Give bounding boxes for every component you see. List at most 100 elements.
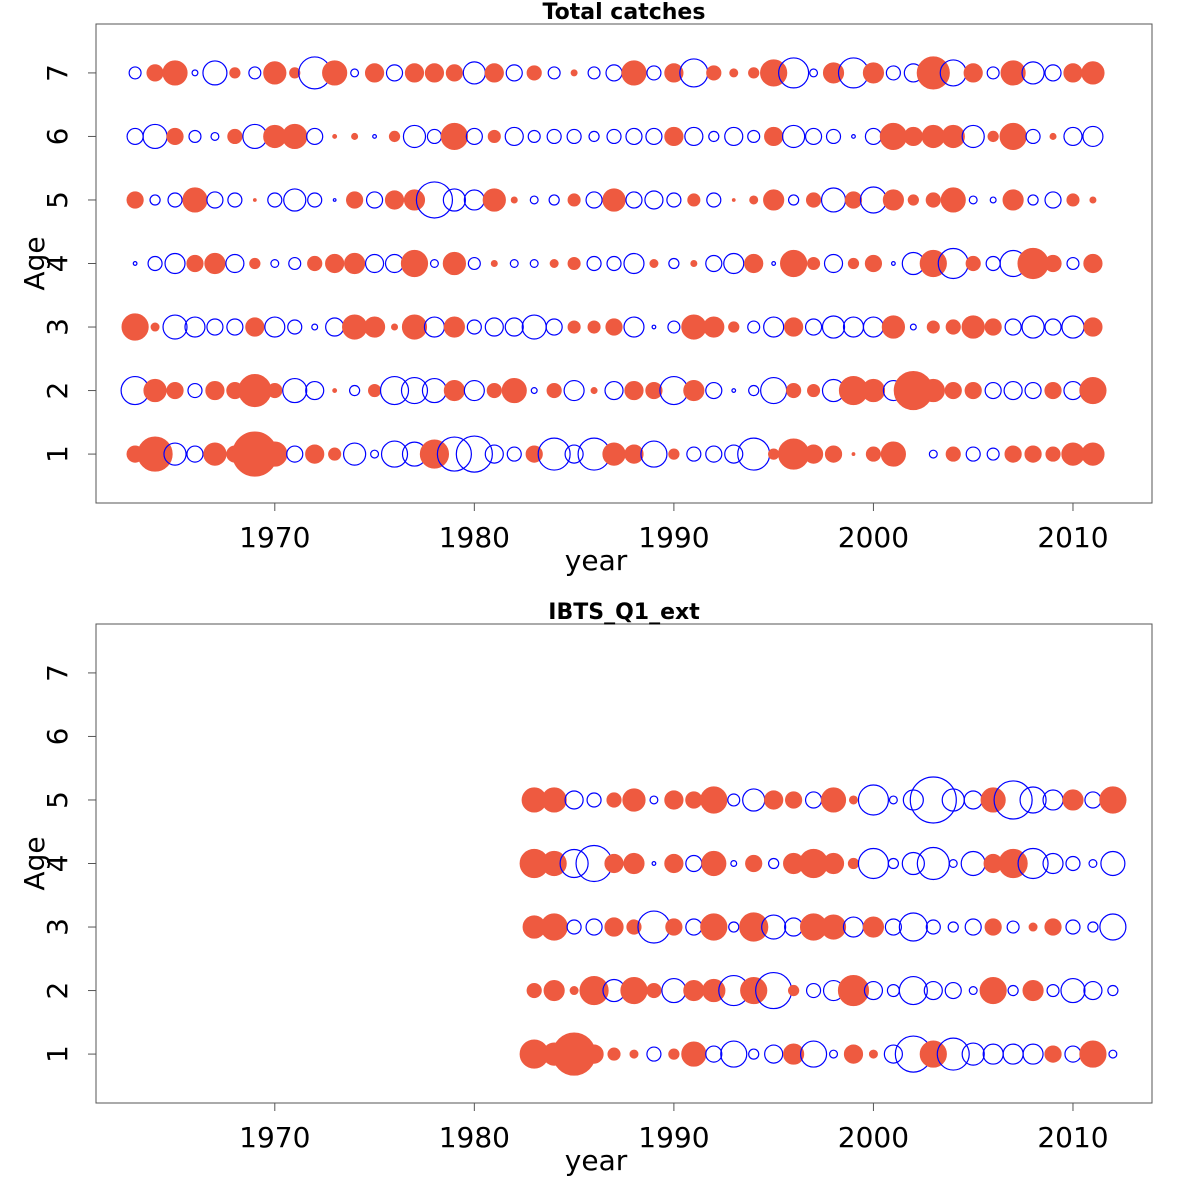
bubble	[1017, 847, 1049, 880]
bubble	[621, 60, 647, 86]
bubble	[629, 1049, 639, 1059]
bubble	[961, 1042, 985, 1066]
x-tick-label: 1990	[638, 1121, 709, 1154]
bubble	[530, 387, 538, 395]
bubble	[286, 445, 304, 463]
y-tick-label: 2	[41, 982, 74, 1000]
bubble	[964, 381, 982, 400]
bubble	[529, 259, 539, 269]
bubble	[666, 192, 682, 208]
bubble	[679, 58, 709, 88]
bubble	[210, 131, 220, 141]
y-tick-label: 6	[41, 728, 74, 746]
bubble	[771, 261, 777, 266]
bubble	[455, 435, 493, 473]
bubble	[569, 986, 579, 996]
bubble	[529, 195, 539, 205]
bubble	[664, 790, 684, 810]
bubble	[701, 850, 727, 877]
bubble	[585, 191, 603, 209]
bubble	[724, 126, 744, 147]
bubble	[590, 387, 598, 395]
bubble	[283, 188, 307, 212]
bubble	[941, 124, 965, 149]
bubble	[328, 447, 342, 461]
bubble	[778, 57, 810, 89]
bubble	[587, 320, 601, 334]
bubble	[1084, 791, 1102, 809]
bubble	[763, 189, 785, 211]
bubble	[442, 188, 467, 212]
bubble	[700, 913, 728, 941]
bubble	[668, 257, 680, 270]
bubble	[763, 316, 785, 338]
bubble	[184, 316, 206, 338]
bubble	[132, 261, 138, 266]
bubble	[229, 67, 241, 79]
bubble	[882, 189, 904, 211]
bubble	[646, 1046, 662, 1062]
bubble	[289, 67, 301, 79]
bubble	[245, 317, 265, 337]
bubble	[602, 442, 626, 466]
bubble	[723, 252, 745, 275]
bubble	[540, 913, 568, 941]
bubble	[724, 444, 744, 464]
bubble	[690, 259, 698, 268]
bubble	[820, 914, 847, 940]
bubble	[248, 66, 262, 80]
bubble	[1007, 984, 1019, 997]
x-tick-label: 2000	[838, 521, 909, 554]
chart-title: Total catches	[543, 0, 706, 25]
bubble	[423, 316, 446, 338]
bubble	[1061, 315, 1085, 339]
bubble	[564, 444, 584, 464]
bubble	[605, 318, 623, 336]
y-tick-label: 1	[41, 445, 74, 463]
bubble	[681, 314, 707, 340]
y-tick-label: 7	[41, 64, 74, 82]
bubble	[606, 255, 622, 272]
bubble	[537, 437, 571, 471]
bubble	[842, 916, 865, 938]
bubble	[720, 1040, 748, 1068]
bubble	[1002, 1043, 1024, 1065]
bubble	[844, 191, 863, 209]
bubble	[287, 319, 303, 335]
x-tick-label: 1990	[638, 521, 709, 554]
bubble	[126, 191, 144, 209]
bubble	[919, 1040, 947, 1068]
bubble	[857, 847, 890, 880]
bubble	[546, 128, 562, 145]
bubble	[847, 857, 860, 870]
bubble	[787, 984, 800, 997]
bubble	[1044, 1045, 1062, 1063]
bubble	[948, 858, 958, 868]
bubble	[225, 253, 245, 274]
bubble	[885, 65, 901, 81]
bubble	[1063, 63, 1083, 83]
bubble	[384, 253, 405, 274]
bubble	[804, 791, 823, 809]
bubble	[864, 127, 883, 146]
bubble	[890, 261, 896, 266]
bubble	[888, 795, 898, 805]
bubble	[227, 128, 243, 145]
bubble	[909, 323, 917, 331]
bubble	[803, 444, 824, 464]
bubble	[980, 787, 1006, 813]
bubble	[898, 975, 928, 1006]
bubble	[490, 259, 498, 268]
bubble	[925, 192, 941, 208]
y-tick-label: 1	[41, 1045, 74, 1063]
bubble	[584, 1044, 604, 1064]
bubble	[868, 1049, 878, 1059]
bubble	[1044, 191, 1062, 209]
bubble	[622, 788, 646, 812]
bubble	[567, 256, 581, 271]
bubble	[963, 63, 983, 83]
x-tick-label: 2010	[1037, 521, 1108, 554]
bubble	[579, 975, 609, 1006]
